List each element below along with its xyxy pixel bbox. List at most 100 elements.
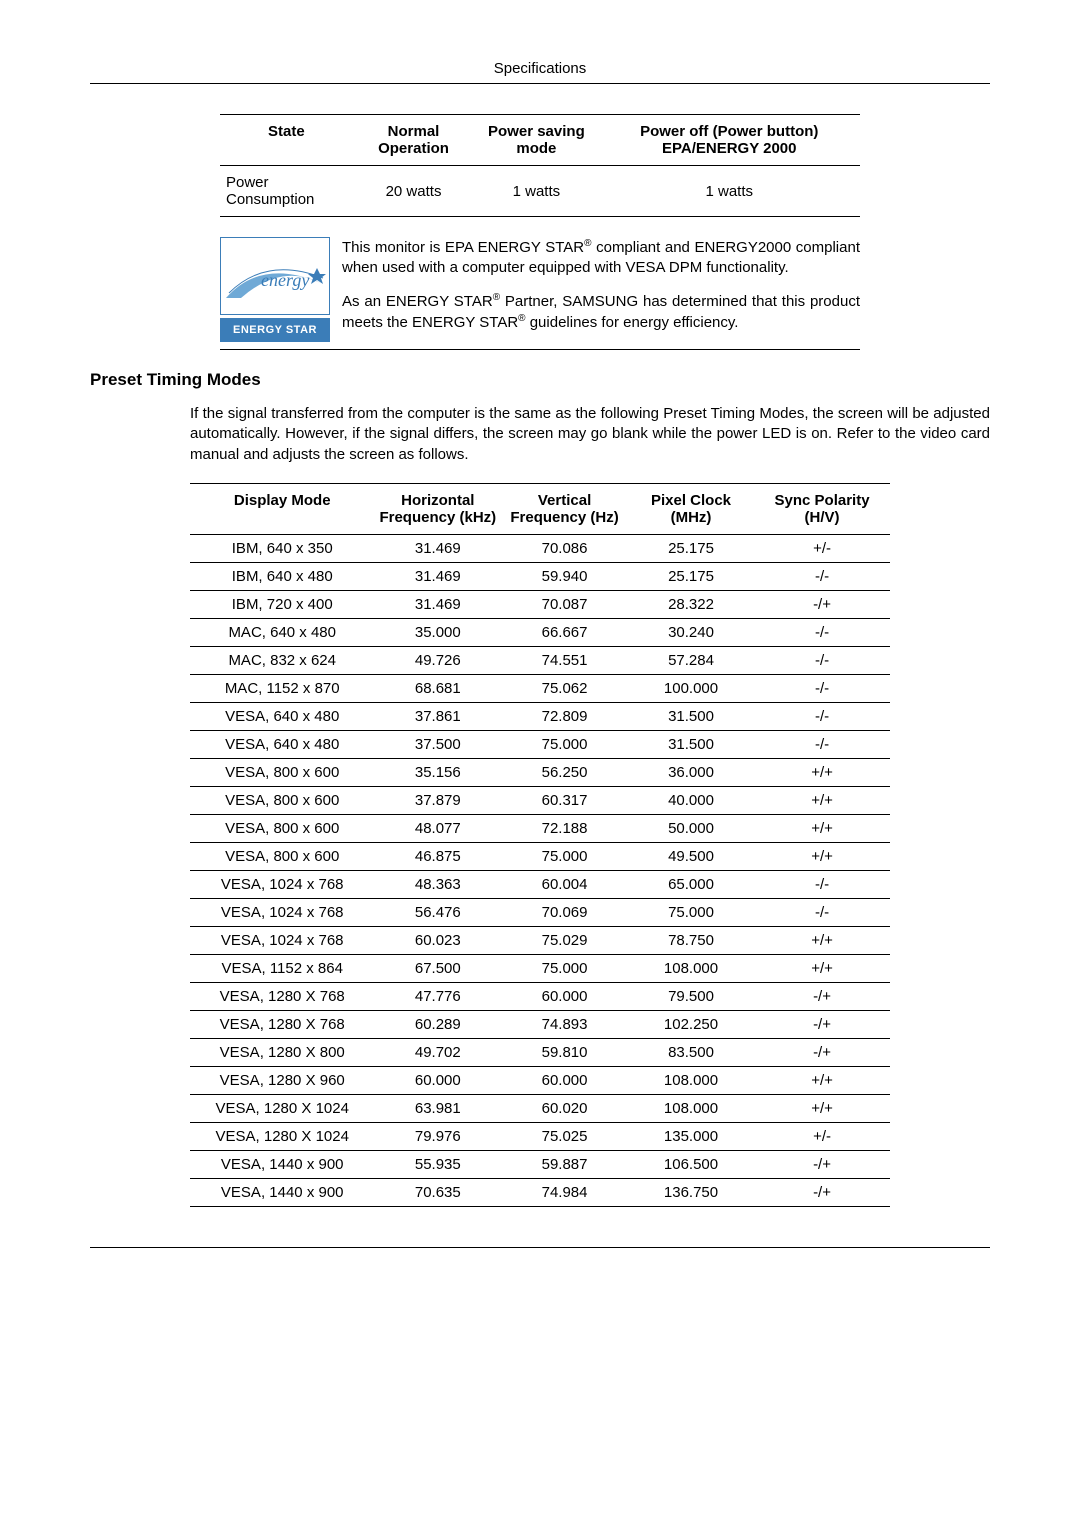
col-hfreq: Horizontal Frequency (kHz) bbox=[374, 483, 501, 534]
cell: VESA, 800 x 600 bbox=[190, 786, 374, 814]
cell: 40.000 bbox=[628, 786, 754, 814]
col-display-mode: Display Mode bbox=[190, 483, 374, 534]
cell: 108.000 bbox=[628, 1094, 754, 1122]
table-row: VESA, 1280 X 102463.98160.020108.000+/+ bbox=[190, 1094, 890, 1122]
cell: -/+ bbox=[754, 1178, 890, 1206]
energy-star-logo: energy ENERGY STAR bbox=[220, 237, 330, 342]
cell: 31.500 bbox=[628, 702, 754, 730]
cell: 60.004 bbox=[501, 870, 628, 898]
cell: 60.289 bbox=[374, 1010, 501, 1038]
cell: 108.000 bbox=[628, 954, 754, 982]
preset-timing-intro: If the signal transferred from the compu… bbox=[190, 404, 990, 465]
cell: -/- bbox=[754, 646, 890, 674]
registered-mark: ® bbox=[518, 313, 525, 324]
cell: 74.551 bbox=[501, 646, 628, 674]
cell: 35.000 bbox=[374, 618, 501, 646]
cell: +/+ bbox=[754, 954, 890, 982]
cell: +/- bbox=[754, 1122, 890, 1150]
cell: 60.020 bbox=[501, 1094, 628, 1122]
cell: 55.935 bbox=[374, 1150, 501, 1178]
text: This monitor is EPA ENERGY STAR bbox=[342, 239, 584, 256]
cell: -/+ bbox=[754, 1010, 890, 1038]
energy-star-text: This monitor is EPA ENERGY STAR® complia… bbox=[342, 237, 860, 345]
table-row: Power Consumption 20 watts 1 watts 1 wat… bbox=[220, 166, 860, 217]
cell: 56.250 bbox=[501, 758, 628, 786]
text: guidelines for energy efficiency. bbox=[526, 314, 739, 331]
cell: 70.087 bbox=[501, 590, 628, 618]
cell: 37.879 bbox=[374, 786, 501, 814]
cell: -/+ bbox=[754, 590, 890, 618]
cell: +/+ bbox=[754, 758, 890, 786]
cell: VESA, 1280 X 768 bbox=[190, 982, 374, 1010]
table-row: VESA, 800 x 60048.07772.18850.000+/+ bbox=[190, 814, 890, 842]
cell: VESA, 1024 x 768 bbox=[190, 926, 374, 954]
cell: 1 watts bbox=[474, 166, 598, 217]
cell: 106.500 bbox=[628, 1150, 754, 1178]
cell: 1 watts bbox=[599, 166, 861, 217]
text: As an ENERGY STAR bbox=[342, 293, 493, 310]
table-row: VESA, 1440 x 90055.93559.887106.500-/+ bbox=[190, 1150, 890, 1178]
table-row: MAC, 1152 x 87068.68175.062100.000-/- bbox=[190, 674, 890, 702]
energy-script-text: energy bbox=[261, 270, 309, 290]
cell: -/+ bbox=[754, 1038, 890, 1066]
cell: 60.000 bbox=[374, 1066, 501, 1094]
table-row: VESA, 1280 X 96060.00060.000108.000+/+ bbox=[190, 1066, 890, 1094]
cell: 79.976 bbox=[374, 1122, 501, 1150]
cell: 56.476 bbox=[374, 898, 501, 926]
cell: 28.322 bbox=[628, 590, 754, 618]
cell: VESA, 800 x 600 bbox=[190, 758, 374, 786]
cell: +/+ bbox=[754, 814, 890, 842]
cell: 35.156 bbox=[374, 758, 501, 786]
cell: VESA, 800 x 600 bbox=[190, 814, 374, 842]
cell: 47.776 bbox=[374, 982, 501, 1010]
cell: -/- bbox=[754, 898, 890, 926]
cell: VESA, 1280 X 768 bbox=[190, 1010, 374, 1038]
cell: 70.086 bbox=[501, 534, 628, 562]
cell: 72.188 bbox=[501, 814, 628, 842]
cell: 135.000 bbox=[628, 1122, 754, 1150]
cell: 59.940 bbox=[501, 562, 628, 590]
cell: 75.000 bbox=[501, 730, 628, 758]
header-divider bbox=[90, 83, 990, 84]
cell: 37.861 bbox=[374, 702, 501, 730]
cell: 66.667 bbox=[501, 618, 628, 646]
cell: 49.500 bbox=[628, 842, 754, 870]
table-row: VESA, 800 x 60035.15656.25036.000+/+ bbox=[190, 758, 890, 786]
cell: VESA, 1152 x 864 bbox=[190, 954, 374, 982]
cell: 36.000 bbox=[628, 758, 754, 786]
cell: VESA, 1440 x 900 bbox=[190, 1150, 374, 1178]
col-off: Power off (Power button) EPA/ENERGY 2000 bbox=[599, 115, 861, 166]
cell: 75.000 bbox=[501, 954, 628, 982]
table-row: VESA, 1440 x 90070.63574.984136.750-/+ bbox=[190, 1178, 890, 1206]
cell: 78.750 bbox=[628, 926, 754, 954]
cell: 70.069 bbox=[501, 898, 628, 926]
preset-timing-heading: Preset Timing Modes bbox=[90, 370, 990, 390]
cell: 60.000 bbox=[501, 1066, 628, 1094]
table-row: VESA, 1280 X 76860.28974.893102.250-/+ bbox=[190, 1010, 890, 1038]
cell: 60.023 bbox=[374, 926, 501, 954]
cell: -/+ bbox=[754, 1150, 890, 1178]
col-pixel-clock: Pixel Clock (MHz) bbox=[628, 483, 754, 534]
cell: 75.000 bbox=[628, 898, 754, 926]
table-row: VESA, 640 x 48037.50075.00031.500-/- bbox=[190, 730, 890, 758]
col-saving: Power saving mode bbox=[474, 115, 598, 166]
cell: 67.500 bbox=[374, 954, 501, 982]
table-row: VESA, 1152 x 86467.50075.000108.000+/+ bbox=[190, 954, 890, 982]
cell: 31.469 bbox=[374, 562, 501, 590]
cell: 60.317 bbox=[501, 786, 628, 814]
cell: 49.726 bbox=[374, 646, 501, 674]
cell: -/- bbox=[754, 618, 890, 646]
cell: IBM, 640 x 480 bbox=[190, 562, 374, 590]
table-row: VESA, 640 x 48037.86172.80931.500-/- bbox=[190, 702, 890, 730]
cell: 102.250 bbox=[628, 1010, 754, 1038]
cell: 30.240 bbox=[628, 618, 754, 646]
energy-star-swirl-icon: energy bbox=[220, 237, 330, 315]
cell: IBM, 640 x 350 bbox=[190, 534, 374, 562]
cell: 59.887 bbox=[501, 1150, 628, 1178]
cell: +/+ bbox=[754, 786, 890, 814]
table-row: IBM, 640 x 48031.46959.94025.175-/- bbox=[190, 562, 890, 590]
cell: 79.500 bbox=[628, 982, 754, 1010]
table-row: IBM, 720 x 40031.46970.08728.322-/+ bbox=[190, 590, 890, 618]
table-row: VESA, 1024 x 76848.36360.00465.000-/- bbox=[190, 870, 890, 898]
cell: 75.025 bbox=[501, 1122, 628, 1150]
